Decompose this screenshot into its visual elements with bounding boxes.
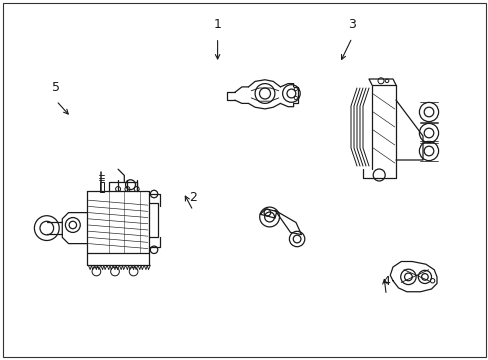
Text: 2: 2 [189, 190, 197, 204]
Text: 4: 4 [382, 275, 389, 288]
Text: 5: 5 [52, 81, 60, 94]
Text: 1: 1 [213, 18, 221, 31]
Text: 3: 3 [347, 18, 355, 31]
Bar [99, 181, 103, 192]
